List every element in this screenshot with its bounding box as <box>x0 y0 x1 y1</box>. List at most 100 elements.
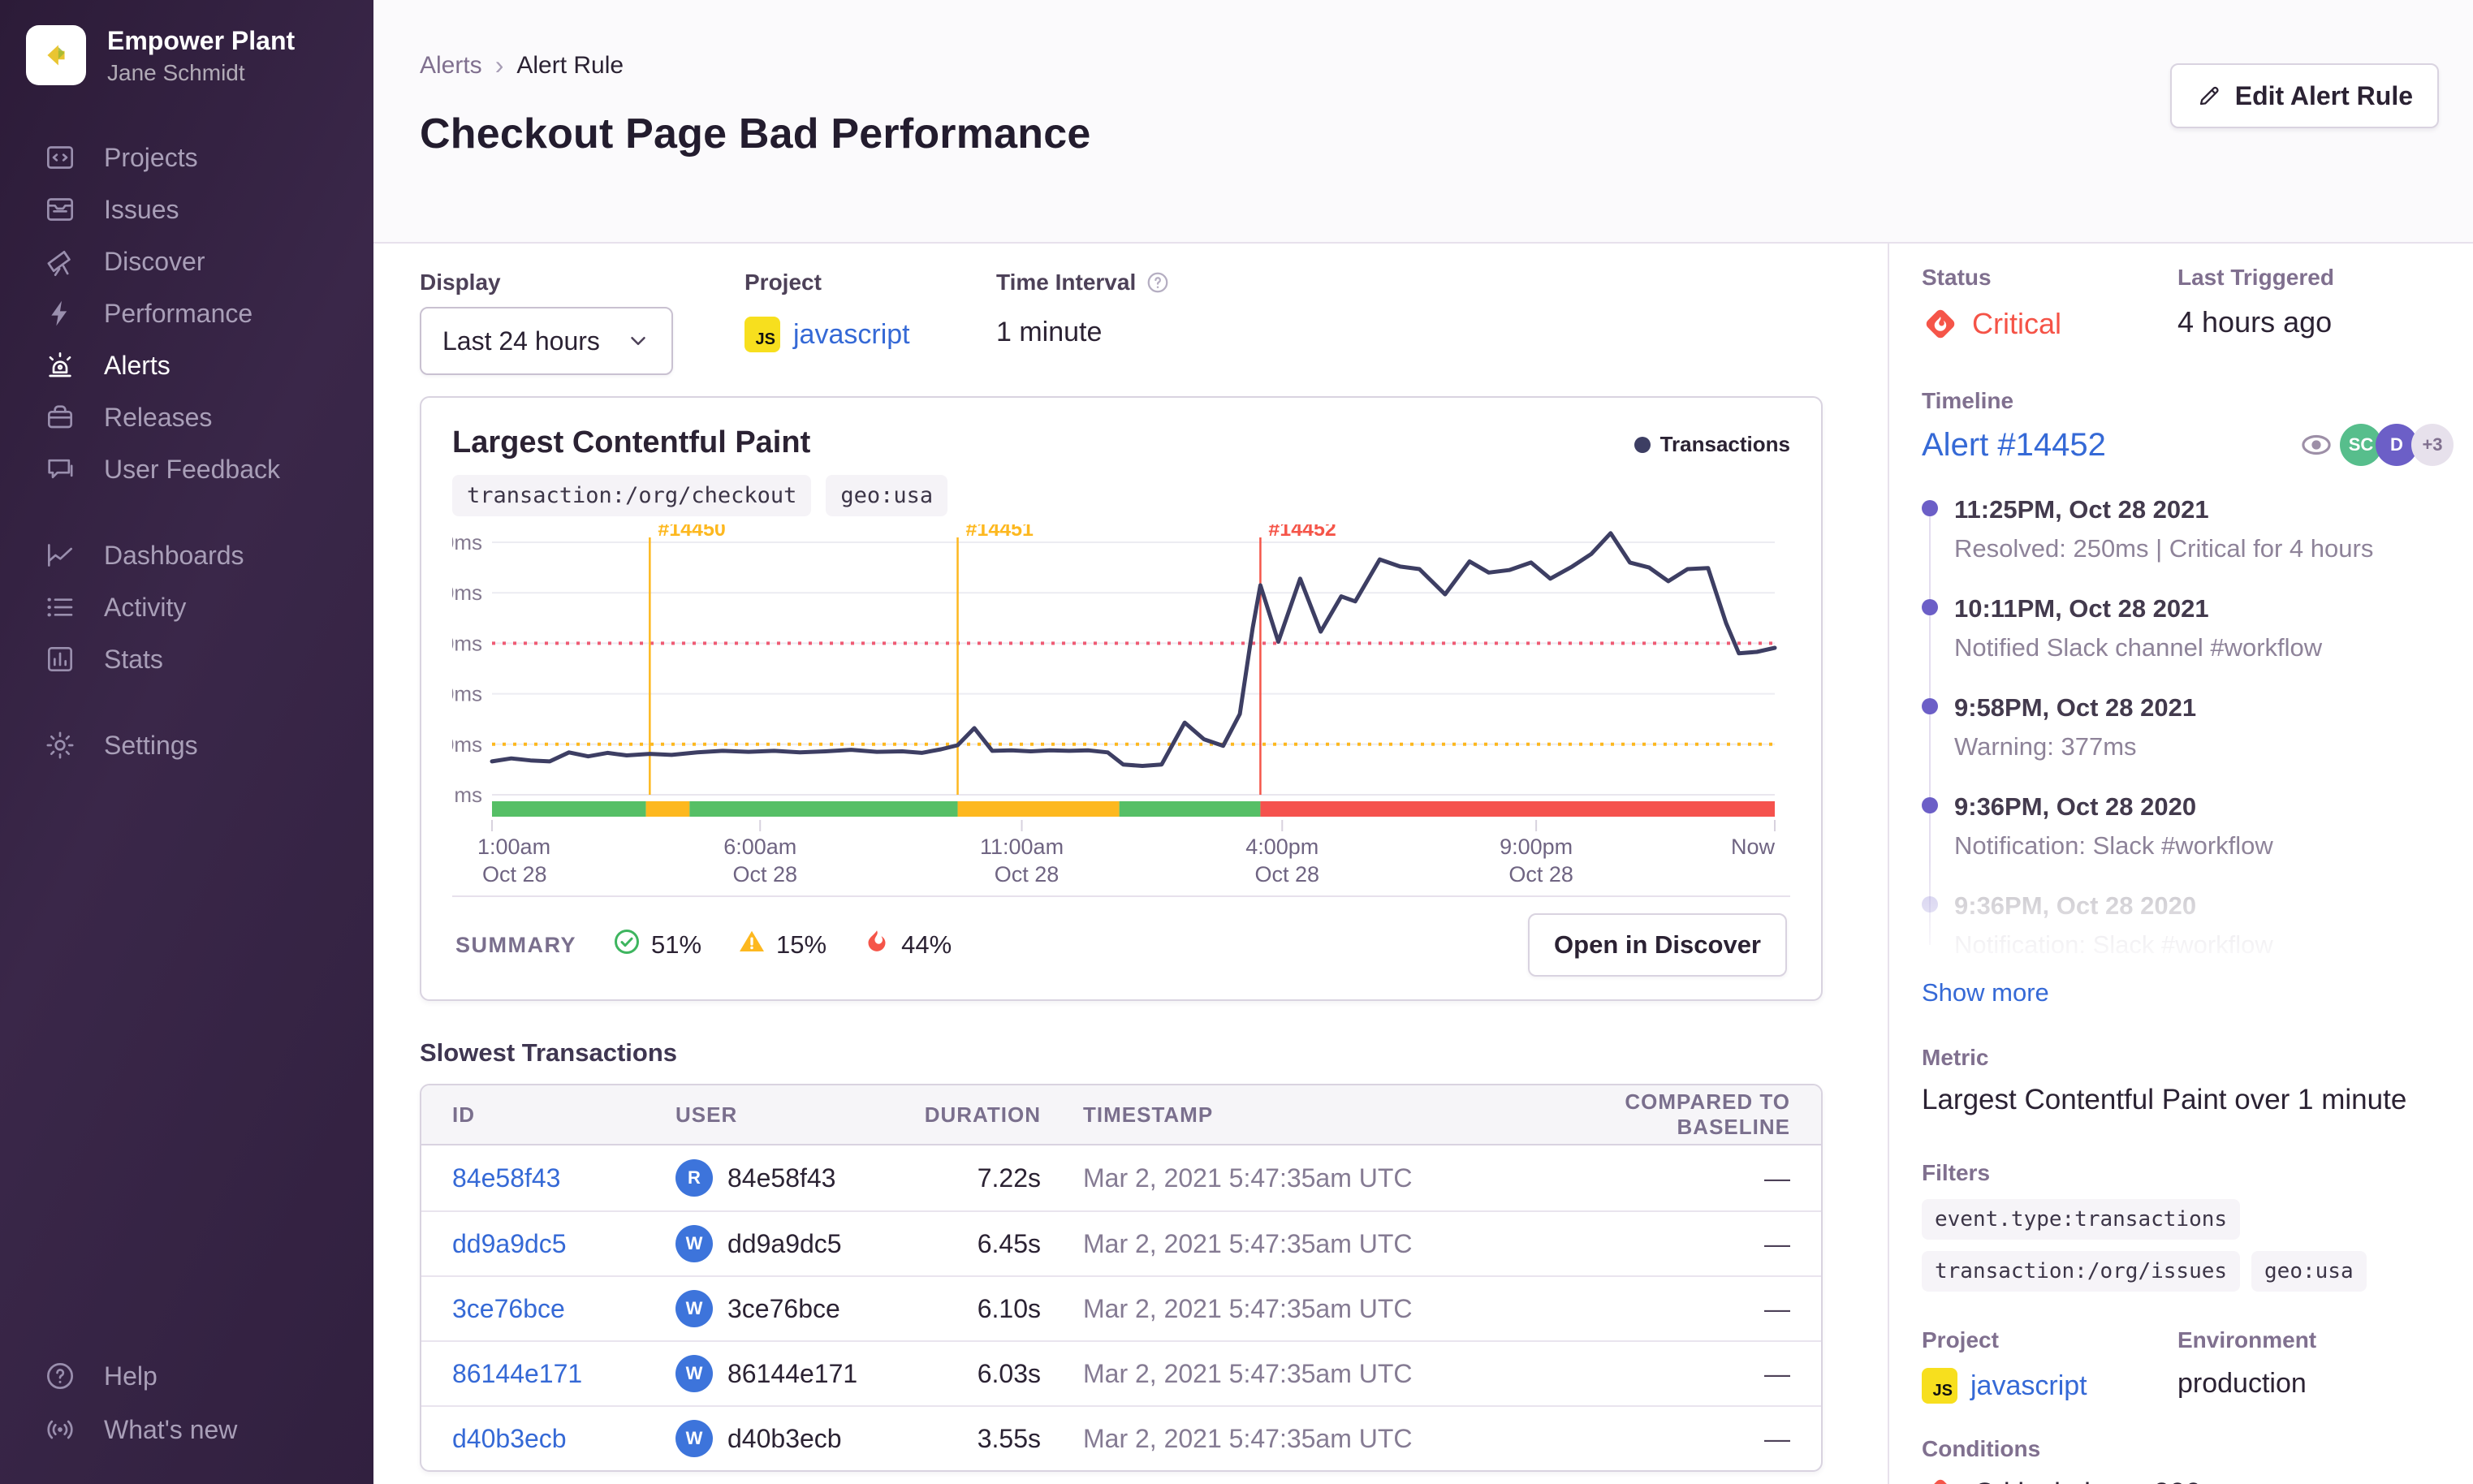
open-in-discover-button[interactable]: Open in Discover <box>1528 913 1787 977</box>
org-user: Jane Schmidt <box>107 60 245 85</box>
sidebar-item-label: Projects <box>104 142 198 172</box>
projects-icon <box>44 141 76 174</box>
duration-value: 6.45s <box>977 1228 1041 1258</box>
summary-check: 51% <box>612 927 701 963</box>
display-select[interactable]: Last 24 hours <box>420 307 673 375</box>
svg-text:Oct 28: Oct 28 <box>732 862 797 887</box>
series-transactions <box>490 531 1777 768</box>
user-avatar: W <box>675 1225 713 1262</box>
timeline-event-desc: Resolved: 250ms | Critical for 4 hours <box>1954 534 2374 563</box>
discover-icon <box>44 245 76 278</box>
timeline-event-desc: Notification: Slack #workflow <box>1954 930 2273 959</box>
baseline-value: — <box>1764 1293 1790 1323</box>
timeline-label: Timeline <box>1922 388 2014 413</box>
timeline-event-time: 9:36PM, Oct 28 2020 <box>1954 792 2197 821</box>
svg-text:300ms: 300ms <box>452 631 482 655</box>
broadcast-icon <box>44 1413 76 1446</box>
sidebar-item-user-feedback[interactable]: User Feedback <box>0 443 373 495</box>
svg-text:0 ms: 0 ms <box>452 783 482 807</box>
timeline-event: 10:11PM, Oct 28 2021 Notified Slack chann… <box>1922 594 2454 693</box>
timeline-dot-icon <box>1922 500 1938 516</box>
user-avatar: W <box>675 1290 713 1327</box>
slowest-transactions-table: ID USER DURATION TIMESTAMP COMPARED TO B… <box>420 1084 1823 1472</box>
sidebar-item-performance[interactable]: Performance <box>0 287 373 339</box>
org-logo-icon <box>26 25 86 85</box>
chart-tag-pill: transaction:/org/checkout <box>452 475 812 516</box>
sidebar-item-label: Discover <box>104 246 205 276</box>
fire-icon <box>862 927 891 963</box>
breadcrumb-alerts-link[interactable]: Alerts <box>420 51 482 79</box>
sidebar-bottom-nav: Help What's new <box>0 1349 373 1456</box>
status-strip-segment <box>492 801 646 817</box>
timeline-dot-icon <box>1922 896 1938 912</box>
transaction-id-link[interactable]: 84e58f43 <box>452 1163 561 1193</box>
sidebar-item-releases[interactable]: Releases <box>0 391 373 443</box>
sidebar-item-label: Stats <box>104 644 163 674</box>
status-strip-segment <box>645 801 690 817</box>
edit-alert-rule-button[interactable]: Edit Alert Rule <box>2169 63 2439 128</box>
legend-transactions[interactable]: Transactions <box>1634 432 1790 457</box>
performance-icon <box>44 297 76 330</box>
alert-link[interactable]: Alert #14452 <box>1922 426 2106 463</box>
sidebar-item-dashboards[interactable]: Dashboards <box>0 529 373 581</box>
sidebar-item-stats[interactable]: Stats <box>0 633 373 685</box>
sidebar-item-settings[interactable]: Settings <box>0 719 373 771</box>
timeline-event: 9:58PM, Oct 28 2021 Warning: 377ms <box>1922 693 2454 792</box>
sidebar-item-label: Activity <box>104 592 187 622</box>
col-id: ID <box>452 1102 475 1127</box>
sidebar-item-alerts[interactable]: Alerts <box>0 339 373 391</box>
svg-text:#14450: #14450 <box>658 524 725 541</box>
timeline-connector <box>1929 515 1931 945</box>
sidebar-item-label: Releases <box>104 402 213 432</box>
timeline-avatar: D <box>2376 424 2418 466</box>
user-name: 84e58f43 <box>727 1163 836 1193</box>
timeline-dot-icon <box>1922 698 1938 714</box>
lcp-chart: 0 ms 100ms 200ms 300ms 400ms 500ms #14450 #1445… <box>419 518 1790 891</box>
sidebar-item-help[interactable]: Help <box>0 1349 373 1403</box>
timestamp-value: Mar 2, 2021 5:47:35am UTC <box>1083 1163 1413 1193</box>
warning-icon <box>737 927 766 963</box>
status-strip-segment <box>957 801 1120 817</box>
chart-title: Largest Contentful Paint <box>452 425 811 459</box>
user-avatar: W <box>675 1355 713 1392</box>
project-detail-link[interactable]: javascript <box>1970 1370 2087 1401</box>
svg-text:500ms: 500ms <box>452 530 482 554</box>
org-switcher[interactable]: Empower Plant Jane Schmidt <box>0 0 373 86</box>
status-value: Critical <box>1972 307 2062 340</box>
timestamp-value: Mar 2, 2021 5:47:35am UTC <box>1083 1293 1413 1323</box>
show-more-link[interactable]: Show more <box>1922 978 2049 1007</box>
project-link[interactable]: javascript <box>793 318 910 350</box>
transaction-id-link[interactable]: 86144e171 <box>452 1358 583 1388</box>
timeline-event-time: 9:58PM, Oct 28 2021 <box>1954 693 2197 722</box>
sidebar-item-whats-new[interactable]: What's new <box>0 1403 373 1456</box>
sidebar: Empower Plant Jane Schmidt Projects Issue… <box>0 0 373 1484</box>
timeline-dot-icon <box>1922 797 1938 813</box>
timeline-dot-icon <box>1922 599 1938 615</box>
svg-text:#14451: #14451 <box>966 524 1034 541</box>
sidebar-nav: Projects Issues Discover Performance Alerts R… <box>0 132 373 771</box>
sidebar-item-projects[interactable]: Projects <box>0 132 373 183</box>
environment-value: production <box>2177 1368 2307 1399</box>
sidebar-item-activity[interactable]: Activity <box>0 581 373 633</box>
page-header: Alerts › Alert Rule Checkout Page Bad Pe… <box>373 0 2473 244</box>
svg-text:Oct 28: Oct 28 <box>1255 862 1320 887</box>
metric-value: Largest Contentful Paint over 1 minute <box>1922 1084 2407 1115</box>
sidebar-item-issues[interactable]: Issues <box>0 183 373 235</box>
status-label: Status <box>1922 265 1992 290</box>
transaction-id-link[interactable]: 3ce76bce <box>452 1293 565 1323</box>
svg-text:4:00pm: 4:00pm <box>1245 835 1319 859</box>
svg-text:1:00am: 1:00am <box>477 835 550 859</box>
transaction-id-link[interactable]: d40b3ecb <box>452 1423 567 1453</box>
sidebar-item-discover[interactable]: Discover <box>0 235 373 287</box>
environment-label: Environment <box>2177 1327 2317 1352</box>
sidebar-item-label: Dashboards <box>104 540 244 570</box>
status-strip-segment <box>689 801 958 817</box>
eye-icon[interactable] <box>2299 428 2333 462</box>
transaction-id-link[interactable]: dd9a9dc5 <box>452 1228 567 1258</box>
col-duration: DURATION <box>924 1102 1041 1127</box>
page-title: Checkout Page Bad Performance <box>420 110 1091 157</box>
sidebar-item-label: Performance <box>104 298 253 328</box>
conditions-label: Conditions <box>1922 1436 2041 1461</box>
question-circle-icon[interactable] <box>1146 270 1170 295</box>
